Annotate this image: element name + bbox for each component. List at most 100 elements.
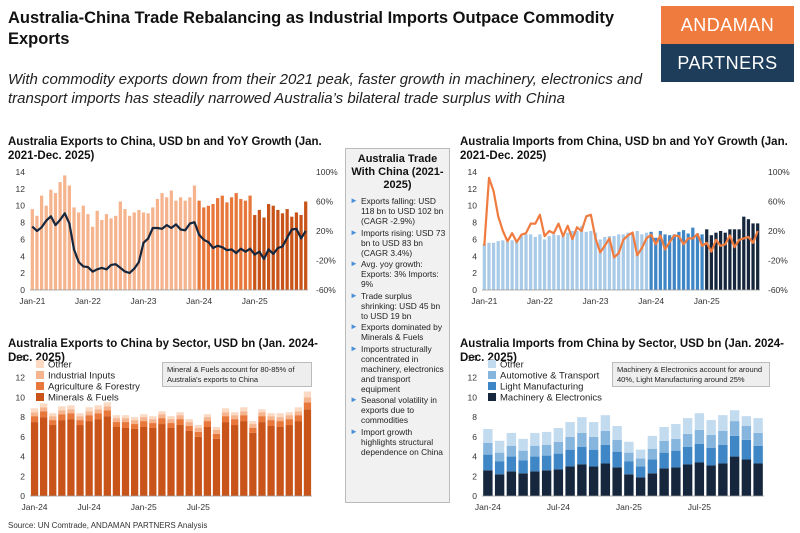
bar: [285, 209, 289, 290]
stacked-bar-segment: [635, 477, 646, 496]
source-note: Source: UN Comtrade, ANDAMAN PARTNERS An…: [8, 521, 208, 530]
y-tick-label: 10: [16, 392, 26, 402]
stacked-bar-segment: [130, 428, 139, 496]
stacked-bar-segment: [659, 468, 669, 496]
legend-label: Industrial Inputs: [48, 371, 115, 382]
stacked-bar-segment: [49, 413, 57, 417]
stacked-bar-segment: [276, 427, 284, 496]
stacked-bar-segment: [530, 456, 540, 472]
bar: [695, 233, 700, 290]
stacked-bar-segment: [240, 407, 248, 412]
stacked-bar-segment: [588, 422, 599, 437]
y-tick-label: 10: [468, 392, 478, 402]
bar: [114, 215, 118, 290]
x-tick-label: Jan-21: [471, 296, 497, 306]
y-tick-label: 12: [16, 373, 26, 383]
stacked-bar-segment: [694, 413, 705, 430]
stacked-bar-segment: [682, 464, 693, 496]
bar: [635, 231, 639, 290]
stacked-bar-segment: [58, 420, 66, 496]
y-left-tick-label: 2: [472, 268, 477, 278]
bar: [700, 234, 704, 290]
bar: [751, 223, 755, 290]
y-right-tick-label: 60%: [768, 197, 785, 207]
stacked-bar-segment: [267, 416, 275, 421]
stacked-bar-segment: [635, 466, 646, 478]
stacked-bar-segment: [494, 461, 505, 475]
bar: [271, 205, 275, 290]
stacked-bar-segment: [588, 466, 599, 496]
yoy-growth-line: [483, 176, 759, 259]
stacked-bar-segment: [194, 427, 202, 432]
stacked-bar-segment: [494, 440, 505, 453]
bar: [617, 234, 621, 290]
stacked-bar-segment: [753, 432, 763, 446]
y-right-tick-label: -20%: [768, 256, 788, 266]
bar: [621, 234, 625, 290]
stacked-bar-segment: [506, 471, 517, 496]
page-subtitle: With commodity exports down from their 2…: [8, 71, 643, 107]
legend-swatch: [488, 371, 496, 379]
bar: [146, 213, 150, 290]
bar: [742, 216, 746, 290]
stacked-bar-segment: [85, 415, 93, 422]
bar: [262, 217, 266, 290]
bar: [630, 233, 635, 290]
y-tick-label: 14: [468, 353, 478, 363]
bar: [183, 200, 187, 290]
stacked-bar-segment: [600, 444, 611, 464]
y-left-tick-label: 0: [472, 285, 477, 295]
stacked-bar-segment: [303, 397, 312, 403]
stacked-bar-segment: [577, 432, 587, 447]
summary-bullet: ► Imports structurally concentrated in ma…: [350, 343, 444, 394]
bar: [104, 214, 109, 290]
stacked-bar-segment: [285, 425, 293, 496]
bar: [118, 201, 122, 290]
stacked-bar-segment: [240, 415, 248, 422]
stacked-bar-segment: [588, 449, 599, 467]
bar: [35, 215, 39, 290]
stacked-bar-segment: [518, 438, 528, 451]
y-left-tick-label: 10: [16, 201, 26, 211]
imports-monthly-title: Australia Imports from China, USD bn and…: [460, 136, 788, 162]
x-tick-label: Jan-22: [527, 296, 553, 306]
stacked-bar-segment: [729, 435, 740, 457]
exports-monthly-title: Australia Exports to China, USD bn and Y…: [8, 136, 322, 162]
stacked-bar-segment: [565, 449, 575, 467]
stacked-bar-segment: [194, 436, 202, 496]
bar: [239, 198, 243, 290]
stacked-bar-segment: [176, 415, 184, 420]
stacked-bar-segment: [212, 427, 221, 430]
stacked-bar-segment: [285, 412, 293, 416]
bar: [77, 212, 81, 290]
bar: [141, 212, 146, 290]
bar: [234, 193, 238, 290]
triangle-bullet-icon: ►: [350, 227, 358, 237]
bar: [290, 216, 294, 290]
stacked-bar-segment: [185, 419, 193, 423]
stacked-bar-segment: [58, 414, 66, 421]
stacked-bar-segment: [85, 421, 93, 496]
stacked-bar-segment: [112, 422, 121, 427]
x-tick-label: Jan-25: [131, 502, 157, 512]
x-tick-label: Jan-21: [19, 296, 45, 306]
stacked-bar-segment: [741, 416, 752, 427]
bar: [686, 233, 690, 290]
stacked-bar-segment: [682, 418, 693, 434]
stacked-bar-segment: [167, 416, 175, 420]
stacked-bar-segment: [541, 470, 552, 496]
bar: [714, 232, 718, 290]
stacked-bar-segment: [565, 466, 575, 496]
bar: [691, 227, 695, 290]
stacked-bar-segment: [212, 429, 221, 434]
stacked-bar-segment: [530, 471, 540, 496]
bar: [81, 205, 85, 290]
y-left-tick-label: 8: [472, 218, 477, 228]
y-tick-label: 12: [468, 373, 478, 383]
stacked-bar-segment: [612, 439, 622, 452]
x-tick-label: Jan-22: [75, 296, 101, 306]
bar: [644, 232, 649, 290]
stacked-bar-segment: [624, 461, 634, 475]
stacked-bar-segment: [565, 436, 575, 450]
stacked-bar-segment: [221, 416, 230, 423]
